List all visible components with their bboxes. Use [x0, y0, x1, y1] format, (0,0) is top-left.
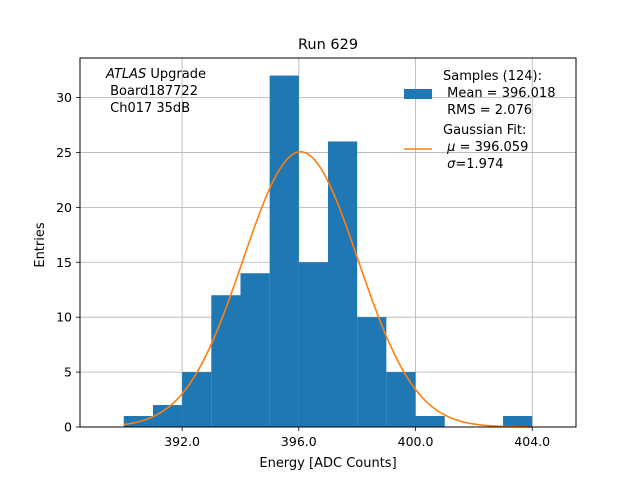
- channel-line: Ch017 35dB: [106, 101, 191, 116]
- histogram-bar: [357, 317, 387, 427]
- x-tick-label: 396.0: [281, 434, 317, 449]
- legend-samples-rms: RMS = 2.076: [443, 103, 533, 118]
- histogram-bar: [415, 416, 445, 427]
- experiment-annotation: ATLAS Upgrade Board187722 Ch017 35dB: [106, 66, 206, 117]
- histogram-bar: [182, 372, 212, 427]
- gaussian-fit-layer: [123, 151, 533, 428]
- gaussian-fit-curve: [123, 151, 533, 428]
- histogram-bar: [503, 416, 533, 427]
- plot-frame: [79, 57, 577, 428]
- experiment-suffix: Upgrade: [146, 67, 206, 82]
- y-tick-label: 25: [56, 145, 72, 160]
- histogram-bar: [328, 141, 358, 427]
- legend-samples-title: Samples (124):: [443, 69, 542, 84]
- sigma-value: =1.974: [455, 157, 504, 172]
- board-line: Board187722: [106, 84, 198, 99]
- experiment-name: ATLAS: [106, 67, 147, 82]
- x-tick-label: 404.0: [514, 434, 550, 449]
- histogram-bar: [211, 295, 241, 427]
- legend-handles: [404, 89, 432, 150]
- y-tick-label: 20: [56, 200, 72, 215]
- legend-samples-swatch: [404, 89, 432, 99]
- axes: 392.0 396.0 400.0 404.0 0 5 10 15 20 25 30: [56, 57, 577, 449]
- histogram-bar: [386, 372, 416, 427]
- y-tick-label: 30: [56, 90, 72, 105]
- x-tick-label: 400.0: [398, 434, 434, 449]
- legend-samples: Samples (124): Mean = 396.018 RMS = 2.07…: [443, 68, 555, 119]
- sigma-symbol: σ: [447, 157, 456, 172]
- legend-fit: Gaussian Fit: μ = 396.059 σ=1.974: [443, 122, 528, 173]
- histogram-bar: [240, 273, 270, 427]
- experiment-line: ATLAS Upgrade: [106, 66, 206, 83]
- histogram-bar: [269, 75, 299, 428]
- legend-samples-mean: Mean = 396.018: [443, 86, 556, 101]
- legend-fit-mu: μ = 396.059: [443, 139, 528, 156]
- y-tick-label: 0: [64, 420, 72, 435]
- y-tick-label: 10: [56, 310, 72, 325]
- legend-fit-title: Gaussian Fit:: [443, 123, 527, 138]
- histogram-bar: [298, 262, 328, 427]
- x-tick-label: 392.0: [164, 434, 200, 449]
- histogram-bar: [152, 405, 183, 427]
- mu-symbol: μ: [447, 140, 456, 155]
- chart-title: Run 629: [298, 37, 358, 53]
- y-tick-label: 5: [64, 365, 72, 380]
- x-axis-label: Energy [ADC Counts]: [259, 456, 396, 471]
- y-tick-label: 15: [56, 255, 72, 270]
- legend-fit-sigma: σ=1.974: [443, 156, 528, 173]
- y-axis-label: Entries: [33, 222, 48, 268]
- mu-value: = 396.059: [455, 140, 529, 155]
